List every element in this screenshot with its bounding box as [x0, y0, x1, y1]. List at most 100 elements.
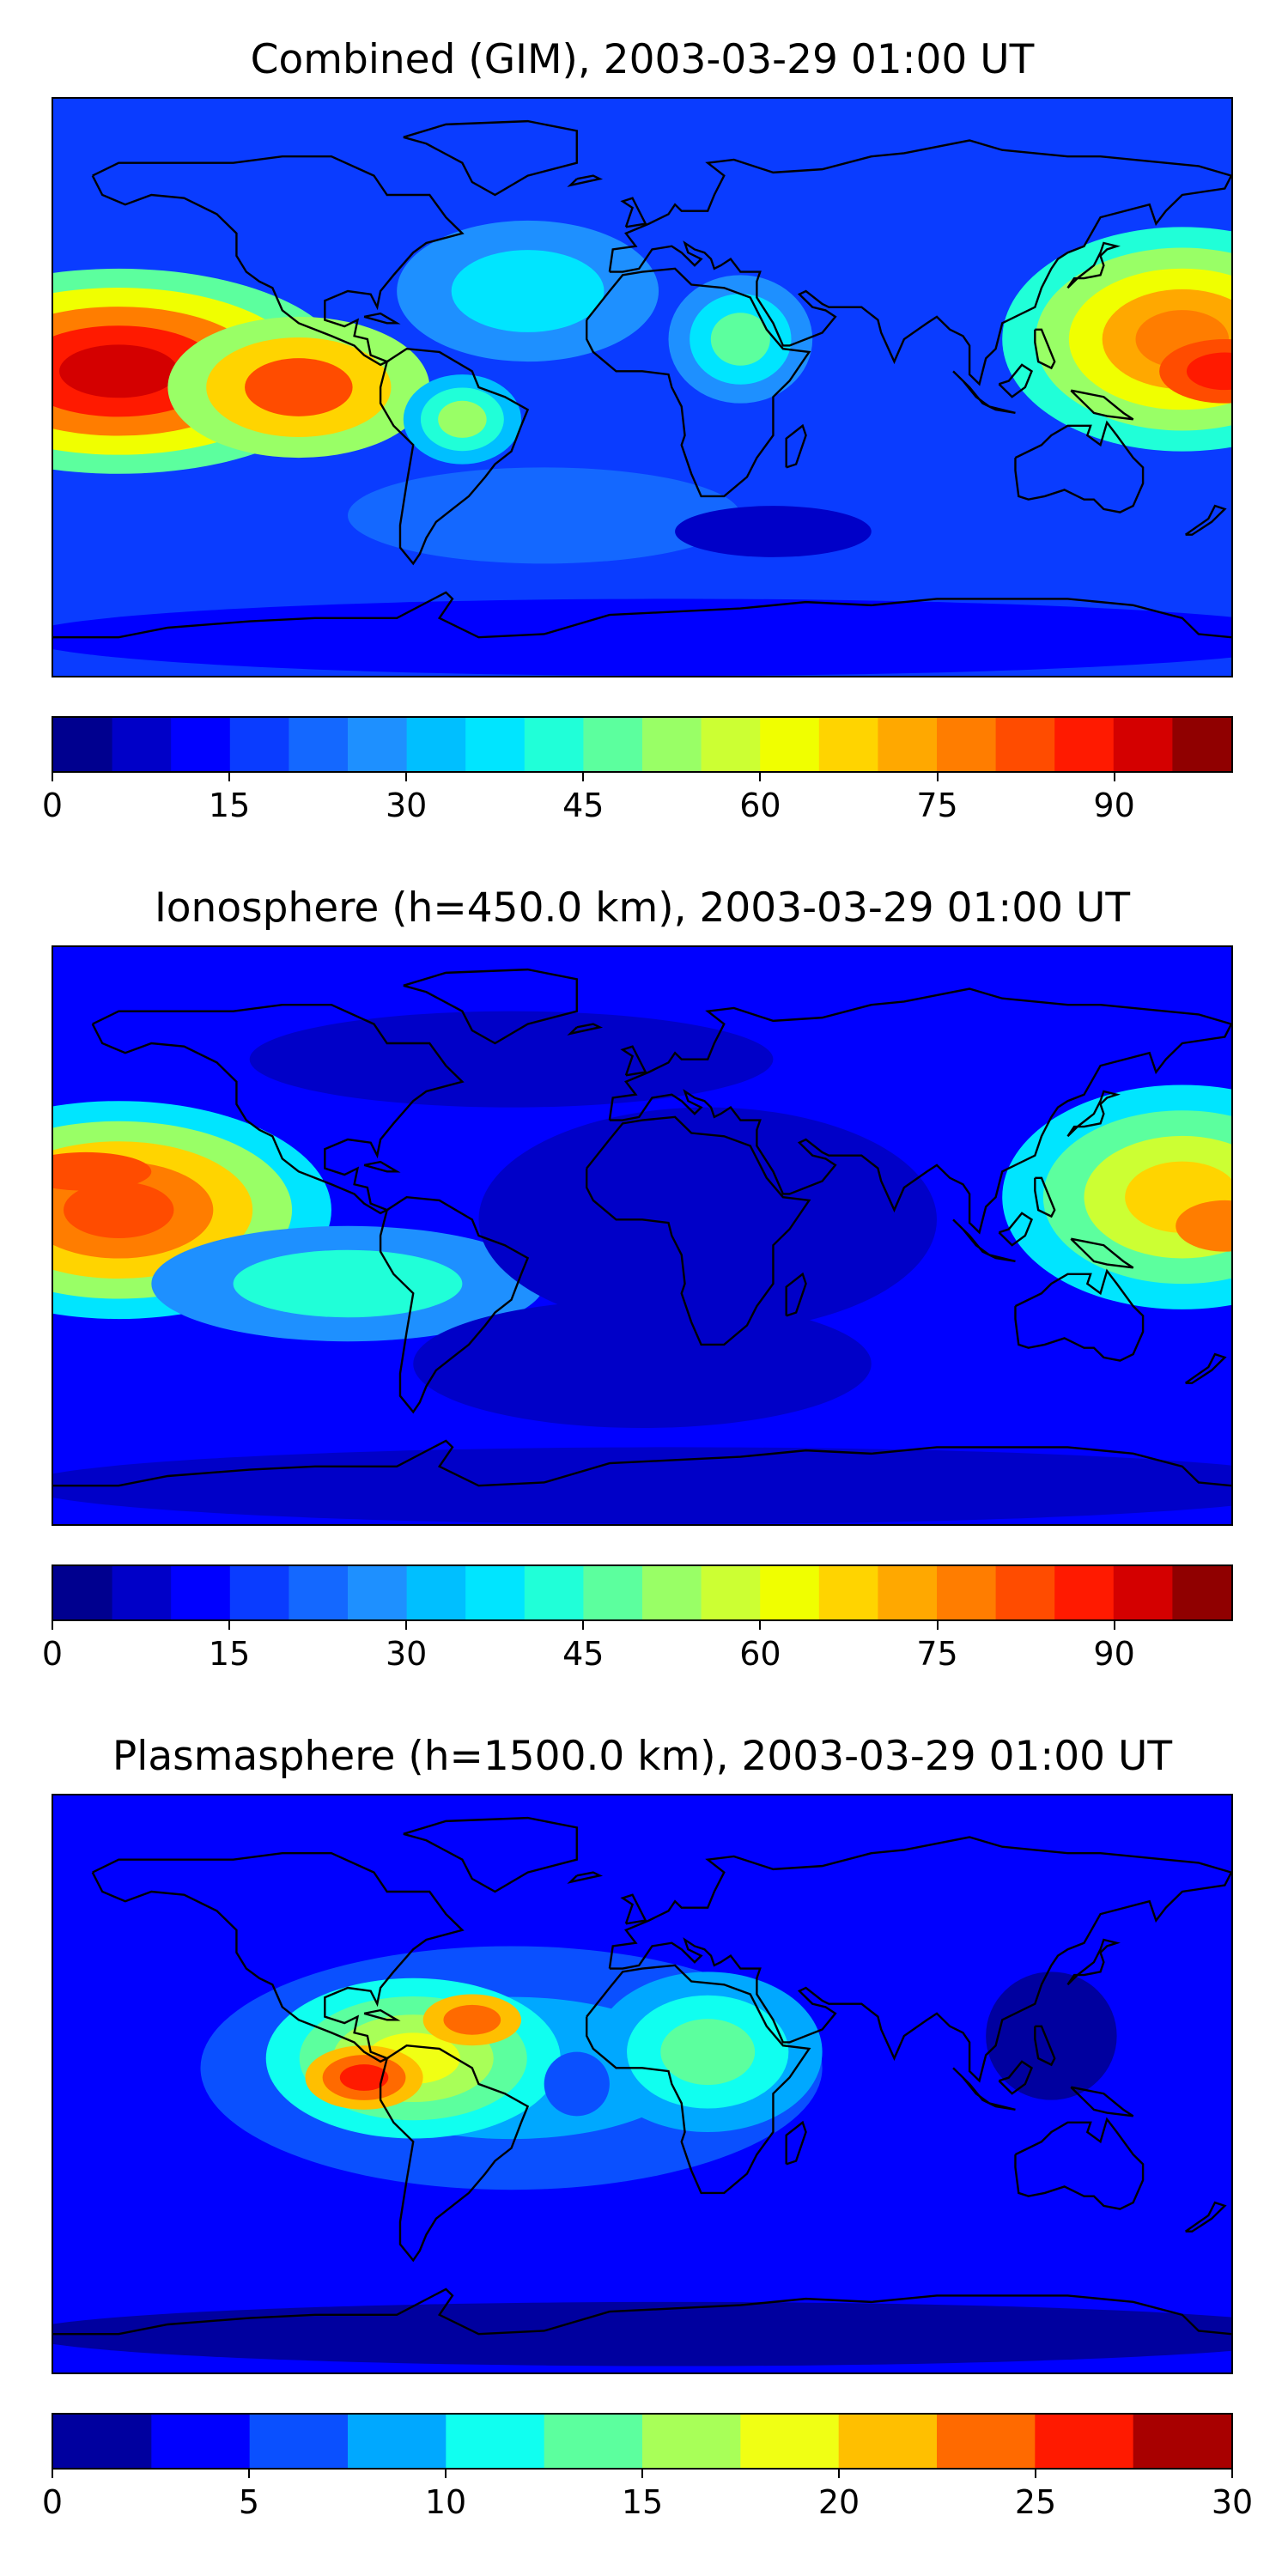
colorbar-swatch [740, 2415, 840, 2468]
coastline [989, 406, 1015, 412]
panel-title-ionosphere: Ionosphere (h=450.0 km), 2003-03-29 01:0… [154, 884, 1131, 932]
colorbar-swatch [1113, 1566, 1174, 1619]
coastline [1071, 2087, 1133, 2117]
colorbar-swatch [465, 1566, 526, 1619]
colorbar-tick-label: 10 [424, 2483, 467, 2521]
contour-region [339, 2064, 389, 2091]
colorbar-tick [759, 773, 762, 781]
coastline [404, 1818, 577, 1892]
coastline [953, 2068, 989, 2103]
colorbar-swatch [878, 718, 938, 771]
contour-region [63, 1182, 174, 1239]
coastline [1186, 1354, 1225, 1383]
colorbar-swatch [53, 718, 113, 771]
colorbar-swatch [53, 2415, 153, 2468]
colorbar-swatch [289, 718, 349, 771]
contour-region [675, 506, 872, 557]
coastline [1035, 2026, 1054, 2065]
contour-region [986, 1971, 1117, 2100]
colorbar-swatch [838, 2415, 938, 2468]
coastline [404, 969, 577, 1043]
colorbar-tick [1035, 2470, 1036, 2478]
colorbar-tick [936, 1621, 939, 1630]
colorbar-swatch [544, 2415, 643, 2468]
colorbar-swatch [1113, 718, 1174, 771]
colorbar-swatch [937, 718, 997, 771]
coastline [1067, 243, 1116, 288]
coastline [53, 2289, 1231, 2334]
colorbar-swatch [348, 2415, 447, 2468]
colorbar-tick [228, 1621, 231, 1630]
contour-region [413, 1299, 872, 1428]
colorbar-swatch [406, 1566, 466, 1619]
coastline [380, 2045, 527, 2260]
colorbar-swatch [818, 718, 879, 771]
coastline [1186, 2202, 1225, 2232]
coastline [380, 349, 527, 563]
coastline [404, 121, 577, 195]
colorbar-tick-label: 60 [739, 787, 781, 824]
coastline [989, 1255, 1015, 1261]
coastline [1015, 422, 1143, 513]
colorbar-swatch [642, 1566, 702, 1619]
coastline [364, 313, 397, 323]
colorbar-svg-combined [53, 718, 1231, 771]
colorbar-swatch [1172, 718, 1231, 771]
colorbar-swatch [229, 1566, 290, 1619]
colorbar-tick-label: 60 [739, 1635, 781, 1673]
coastline [364, 1162, 397, 1171]
colorbar-swatch [937, 1566, 997, 1619]
colorbar-tick-label: 15 [621, 2483, 664, 2521]
colorbar-tick [1113, 773, 1115, 781]
coastline [953, 371, 989, 406]
colorbar-swatch [1172, 1566, 1231, 1619]
contour-region [660, 2019, 756, 2086]
colorbar-swatch [1035, 2415, 1134, 2468]
colorbar-ticks-combined: 0 15 30 45 60 75 90 [42, 773, 1233, 824]
colorbar-swatch [53, 1566, 113, 1619]
contour-region [53, 598, 1231, 676]
colorbar-swatch [446, 2415, 545, 2468]
colorbar-swatch [465, 718, 526, 771]
contour-region [710, 313, 770, 366]
contour-region [1186, 352, 1231, 391]
map-svg-plasmasphere [53, 1795, 1231, 2372]
coastline [1035, 1178, 1054, 1217]
colorbar-tick [1113, 1621, 1115, 1630]
colorbar-swatch [995, 1566, 1055, 1619]
colorbar-tick [582, 773, 585, 781]
colorbar-tick [52, 2470, 53, 2478]
colorbar-tick [248, 2470, 250, 2478]
colorbar-swatch [937, 2415, 1036, 2468]
panel-title-plasmasphere: Plasmasphere (h=1500.0 km), 2003-03-29 0… [112, 1733, 1173, 1780]
colorbar-swatch [1054, 718, 1115, 771]
coastline [1071, 391, 1133, 420]
colorbar-swatch [583, 718, 643, 771]
contour-region [53, 1151, 152, 1191]
colorbar-swatch [171, 718, 231, 771]
colorbar-tick-label: 45 [562, 1635, 605, 1673]
colorbar-combined [52, 716, 1233, 773]
coastline [364, 2010, 397, 2020]
coastline [380, 1197, 527, 1412]
coastline [1015, 2119, 1143, 2209]
colorbar-swatch [583, 1566, 643, 1619]
colorbar-tick-label: 0 [41, 787, 64, 824]
colorbar-svg-ionosphere [53, 1566, 1231, 1619]
map-plasmasphere [52, 1794, 1233, 2374]
colorbar-tick-label: 0 [41, 2483, 64, 2521]
coastline [623, 1047, 646, 1076]
coastline [999, 2062, 1031, 2093]
coastline [610, 1838, 1231, 2081]
coastline [53, 592, 1231, 637]
contour-region [478, 1107, 937, 1332]
coastline [787, 426, 806, 468]
colorbar-tick [838, 2470, 840, 2478]
colorbar-swatch [642, 2415, 742, 2468]
contour-region [53, 2301, 1231, 2366]
colorbar-swatch [348, 1566, 408, 1619]
coastline [93, 156, 463, 365]
colorbar-swatch [818, 1566, 879, 1619]
colorbar-tick-label: 25 [1014, 2483, 1057, 2521]
colorbar-swatch [249, 2415, 349, 2468]
